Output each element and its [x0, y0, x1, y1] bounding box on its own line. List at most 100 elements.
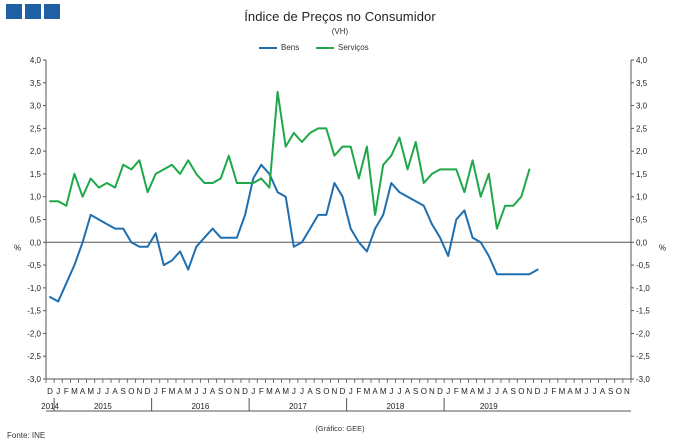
y-tick-label-left: 3,0 [30, 102, 42, 111]
y-tick-label-left: 1,5 [30, 170, 42, 179]
x-tick-label-month: M [71, 387, 78, 396]
x-tick-label-month: M [461, 387, 468, 396]
x-tick-label-month: M [87, 387, 94, 396]
x-tick-label-month: A [470, 387, 476, 396]
x-tick-label-month: O [616, 387, 622, 396]
x-tick-label-month: M [282, 387, 289, 396]
x-tick-label-month: D [535, 387, 541, 396]
y-tick-label-left: 1,0 [30, 193, 42, 202]
logo-square-2 [25, 4, 41, 19]
x-tick-label-month: S [316, 387, 321, 396]
x-tick-label-month: J [349, 387, 353, 396]
y-tick-label-right: -2,0 [636, 329, 650, 338]
y-tick-label-right: 3,5 [636, 79, 648, 88]
y-tick-label-left: -2,0 [27, 329, 41, 338]
x-tick-label-month: F [259, 387, 264, 396]
y-tick-label-right: -1,0 [636, 284, 650, 293]
x-tick-label-year: 2017 [289, 402, 307, 411]
y-tick-label-right: 0,0 [636, 238, 648, 247]
legend-label-servicos: Serviços [338, 43, 369, 52]
y-tick-label-left: 3,5 [30, 79, 42, 88]
x-tick-label-month: F [64, 387, 69, 396]
x-tick-label-month: J [389, 387, 393, 396]
x-tick-label-month: A [502, 387, 508, 396]
x-tick-label-month: S [608, 387, 613, 396]
x-tick-label-year: 2016 [191, 402, 209, 411]
y-tick-label-right: -3,0 [636, 375, 650, 384]
x-tick-label-month: M [380, 387, 387, 396]
x-tick-label-year: 2019 [480, 402, 498, 411]
y-tick-label-left: 4,0 [30, 56, 42, 65]
chart-title: Índice de Preços no Consumidor [244, 9, 436, 24]
y-axis-unit-right: % [659, 243, 666, 252]
chart-legend: Bens Serviços [0, 42, 680, 54]
x-tick-label-month: A [567, 387, 573, 396]
y-tick-label-left: 0,5 [30, 216, 42, 225]
y-tick-label-left: -1,0 [27, 284, 41, 293]
x-tick-label-month: A [275, 387, 281, 396]
y-tick-label-right: -1,5 [636, 307, 650, 316]
x-tick-label-month: N [234, 387, 240, 396]
y-tick-label-left: 0,0 [30, 238, 42, 247]
x-tick-label-month: N [624, 387, 630, 396]
x-tick-label-month: D [47, 387, 53, 396]
y-tick-label-right: -2,5 [636, 352, 650, 361]
x-tick-label-month: F [356, 387, 361, 396]
x-tick-label-month: A [307, 387, 313, 396]
logo-square-3 [44, 4, 60, 19]
legend-swatch-bens [259, 47, 277, 49]
x-tick-label-month: F [161, 387, 166, 396]
y-tick-label-right: 1,5 [636, 170, 648, 179]
y-tick-label-left: -0,5 [27, 261, 41, 270]
x-tick-label-month: A [112, 387, 118, 396]
x-tick-label-month: A [372, 387, 378, 396]
y-tick-label-left: -1,5 [27, 307, 41, 316]
y-tick-label-left: -3,0 [27, 375, 41, 384]
y-tick-label-right: 2,5 [636, 124, 648, 133]
x-tick-label-year: 2015 [94, 402, 112, 411]
x-tick-label-month: O [226, 387, 232, 396]
x-tick-label-month: J [97, 387, 101, 396]
x-tick-label-month: J [105, 387, 109, 396]
x-tick-label-month: N [429, 387, 435, 396]
x-tick-label-month: M [169, 387, 176, 396]
x-tick-label-month: J [487, 387, 491, 396]
x-tick-label-month: M [364, 387, 371, 396]
logo-square-1 [6, 4, 22, 19]
y-tick-label-right: 0,5 [636, 216, 648, 225]
x-tick-label-year: 2018 [386, 402, 404, 411]
x-tick-label-month: N [527, 387, 533, 396]
x-tick-label-month: J [544, 387, 548, 396]
x-tick-label-month: J [397, 387, 401, 396]
x-tick-label-month: J [446, 387, 450, 396]
x-tick-label-month: J [194, 387, 198, 396]
x-tick-label-month: J [584, 387, 588, 396]
x-tick-label-month: O [128, 387, 134, 396]
x-tick-label-month: A [210, 387, 216, 396]
x-tick-label-month: D [242, 387, 248, 396]
x-tick-label-month: J [251, 387, 255, 396]
legend-swatch-servicos [316, 47, 334, 49]
legend-label-bens: Bens [281, 43, 300, 52]
y-tick-label-right: -0,5 [636, 261, 650, 270]
chart-credit: (Gráfico: GEE) [315, 424, 365, 433]
x-tick-label-month: D [437, 387, 443, 396]
x-tick-label-month: A [600, 387, 606, 396]
x-tick-label-month: J [495, 387, 499, 396]
series-line-bens [49, 163, 539, 303]
x-tick-label-month: M [266, 387, 273, 396]
x-tick-label-year: 2014 [41, 402, 59, 411]
x-tick-label-month: O [323, 387, 329, 396]
x-tick-label-month: J [154, 387, 158, 396]
x-tick-label-month: A [405, 387, 411, 396]
y-tick-label-left: 2,5 [30, 124, 42, 133]
x-tick-label-month: M [559, 387, 566, 396]
series-line-servicos [49, 90, 531, 230]
x-tick-label-month: M [477, 387, 484, 396]
x-tick-label-month: M [185, 387, 192, 396]
y-tick-label-left: 2,0 [30, 147, 42, 156]
y-tick-label-right: 1,0 [636, 193, 648, 202]
x-tick-label-month: O [421, 387, 427, 396]
x-tick-label-month: S [121, 387, 126, 396]
